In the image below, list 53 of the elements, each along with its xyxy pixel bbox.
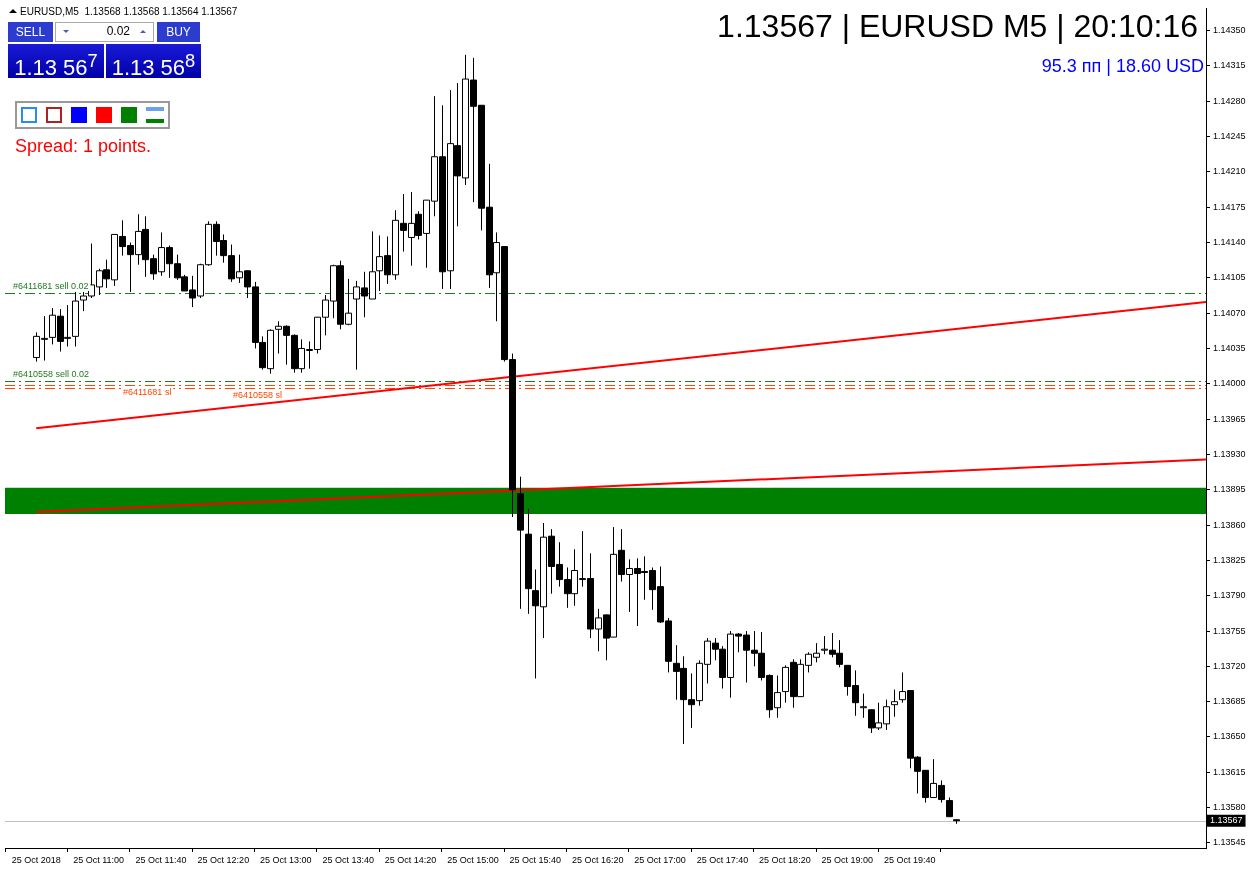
- x-tick-label: 25 Oct 13:00: [259, 854, 312, 865]
- x-tick-label: 25 Oct 19:40: [883, 854, 936, 865]
- x-tick-label: 25 Oct 19:00: [821, 854, 874, 865]
- x-tick-label: 25 Oct 15:00: [447, 854, 499, 865]
- y-tick-label: 1.14175: [1213, 201, 1246, 212]
- y-tick-label: 1.13965: [1213, 413, 1246, 424]
- y-tick-label: 1.13755: [1213, 625, 1246, 636]
- x-tick-label: 25 Oct 17:40: [696, 854, 749, 865]
- x-tick-label: 25 Oct 18:20: [759, 854, 811, 865]
- y-tick-label: 1.14245: [1213, 131, 1246, 142]
- ref-line-label: #6410558 sell 0.02: [13, 368, 90, 379]
- y-tick-label: 1.13650: [1213, 731, 1246, 742]
- annotation: Spread: 1 points.: [15, 136, 152, 157]
- y-tick-label: 1.14105: [1213, 272, 1246, 283]
- annotation: SELL: [8, 22, 53, 42]
- annotation: 1.13 56$^{7}$: [8, 44, 104, 81]
- y-tick-label: 1.14070: [1213, 307, 1246, 318]
- annotation: BUY: [157, 22, 200, 42]
- ref-line-label: #6411681 sl: [123, 386, 172, 397]
- chart-title: 1.13567 | EURUSD M5 | 20:10:16: [717, 8, 1198, 45]
- y-tick-label: 1.14280: [1213, 95, 1246, 106]
- ref-line-label: #6411681 sell 0.02: [13, 280, 89, 291]
- annotation: 1.13 56$^{8}$: [106, 44, 201, 81]
- y-tick-label: 1.13615: [1213, 766, 1246, 777]
- ref-line-label: #6410558 sl: [233, 389, 283, 400]
- y-tick-label: 1.13895: [1213, 484, 1246, 495]
- x-tick-label: 25 Oct 17:00: [634, 854, 686, 865]
- text: 95.3 пп | 18.60 USD: [1041, 56, 1204, 77]
- x-tick-label: 25 Oct 11:40: [135, 854, 187, 865]
- y-tick-label: 1.14035: [1213, 342, 1246, 353]
- y-tick-label: 1.14315: [1213, 60, 1246, 71]
- y-tick-label: 1.13545: [1213, 837, 1246, 848]
- x-tick-label: 25 Oct 13:40: [322, 854, 374, 865]
- x-tick-label: 25 Oct 2018: [11, 854, 61, 865]
- x-tick-label: 25 Oct 16:20: [571, 854, 624, 865]
- y-tick-label: 1.13685: [1213, 696, 1246, 707]
- y-tick-label: 1.14210: [1213, 166, 1246, 177]
- y-tick-label: 1.13930: [1213, 448, 1246, 459]
- x-tick-label: 25 Oct 11:00: [73, 854, 125, 865]
- y-tick-label: 1.13860: [1213, 519, 1246, 530]
- x-tick-label: 25 Oct 15:40: [509, 854, 562, 865]
- ref-line-label: 1.13567: [1210, 815, 1243, 826]
- y-tick-label: 1.13825: [1213, 554, 1246, 565]
- y-tick-label: 1.13790: [1213, 590, 1246, 601]
- y-tick-label: 1.13720: [1213, 660, 1246, 671]
- annotation: 0.02: [105, 24, 130, 38]
- y-tick-label: 1.14000: [1213, 378, 1246, 389]
- y-tick-label: 1.14350: [1213, 25, 1246, 36]
- annotation: EURUSD,M5 1.13568 1.13568 1.13564 1.13567: [20, 6, 238, 17]
- y-tick-label: 1.14140: [1213, 237, 1246, 247]
- y-tick-label: 1.13580: [1213, 802, 1246, 813]
- x-tick-label: 25 Oct 12:20: [197, 854, 250, 865]
- x-tick-label: 25 Oct 14:20: [384, 854, 437, 865]
